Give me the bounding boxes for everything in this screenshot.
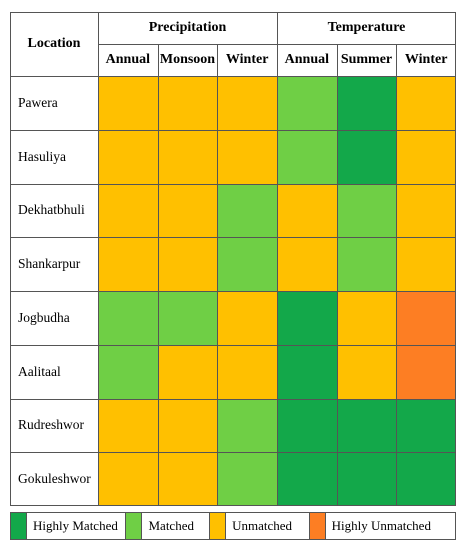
heatmap-cell xyxy=(336,344,397,399)
legend-swatch xyxy=(210,513,227,539)
header-bottom xyxy=(10,76,456,77)
heatmap-cell xyxy=(277,344,337,399)
row-label: Rudreshwor xyxy=(10,398,98,453)
heatmap-cell xyxy=(396,291,456,345)
heatmap-cell xyxy=(396,398,456,453)
heatmap-cell xyxy=(277,398,337,453)
heatmap-cell xyxy=(98,291,158,345)
heatmap-cell xyxy=(336,452,397,506)
heatmap-cell xyxy=(157,183,218,238)
border-left xyxy=(10,12,11,506)
column-divider xyxy=(277,12,278,506)
heatmap-cell xyxy=(217,237,277,291)
column-header: Annual xyxy=(277,44,337,76)
legend-swatch xyxy=(309,513,326,539)
border-bottom xyxy=(10,505,456,506)
heatmap-cell xyxy=(98,76,158,130)
row-label: Shankarpur xyxy=(10,237,98,291)
heatmap-cell xyxy=(98,452,158,506)
row-label: Aalitaal xyxy=(10,344,98,399)
legend-swatch xyxy=(126,513,143,539)
heatmap-cell xyxy=(336,129,397,184)
heatmap-cell xyxy=(277,452,337,506)
heatmap-cell xyxy=(336,76,397,130)
heatmap-cell xyxy=(157,452,218,506)
heatmap-cell xyxy=(336,183,397,238)
column-divider xyxy=(396,44,398,506)
row-label: Gokuleshwor xyxy=(10,452,98,506)
column-divider xyxy=(157,44,159,506)
row-divider xyxy=(10,398,456,400)
heatmap-cell xyxy=(277,237,337,291)
heatmap-cell xyxy=(336,237,397,291)
column-divider xyxy=(98,12,99,506)
heatmap-cell xyxy=(157,344,218,399)
group-header-temperature: Temperature xyxy=(277,12,456,44)
row-divider xyxy=(10,129,456,131)
heatmap-cell xyxy=(217,398,277,453)
legend: Highly Matched Matched Unmatched Highly Unm… xyxy=(10,512,456,540)
row-divider xyxy=(10,291,456,292)
heatmap-table: Location Precipitation Annual Monsoon Winter… xyxy=(10,12,456,506)
legend-swatch xyxy=(11,513,27,539)
heatmap-cell xyxy=(396,129,456,184)
heatmap-cell xyxy=(217,452,277,506)
location-header: Location xyxy=(10,12,98,76)
heatmap-cell xyxy=(217,183,277,238)
row-label: Pawera xyxy=(10,76,98,130)
heatmap-cell xyxy=(157,237,218,291)
legend-label: Matched xyxy=(148,518,194,533)
column-header: Winter xyxy=(396,44,456,76)
border-right xyxy=(455,12,456,506)
column-header: Annual xyxy=(98,44,158,76)
heatmap-cell xyxy=(98,129,158,184)
heatmap-cell xyxy=(396,183,456,238)
legend-item: Highly Unmatched xyxy=(309,513,455,539)
heatmap-cell xyxy=(277,183,337,238)
heatmap-cell xyxy=(277,291,337,345)
legend-item: Highly Matched xyxy=(11,513,127,539)
heatmap-cell xyxy=(157,129,218,184)
heatmap-cell xyxy=(396,344,456,399)
row-divider xyxy=(10,452,456,454)
heatmap-cell xyxy=(277,76,337,130)
legend-label: Highly Unmatched xyxy=(331,518,431,533)
heatmap-cell xyxy=(217,291,277,345)
legend-label: Highly Matched xyxy=(33,518,118,533)
legend-label: Unmatched xyxy=(232,518,293,533)
column-divider xyxy=(336,44,338,506)
heatmap-cell xyxy=(336,291,397,345)
row-divider xyxy=(10,237,456,239)
heatmap-cell xyxy=(157,76,218,130)
column-header: Winter xyxy=(217,44,277,76)
heatmap-cell xyxy=(336,398,397,453)
column-header: Summer xyxy=(336,44,397,76)
heatmap-cell xyxy=(217,76,277,130)
row-divider xyxy=(10,183,456,185)
heatmap-cell xyxy=(157,398,218,453)
heatmap-cell xyxy=(277,129,337,184)
heatmap-cell xyxy=(98,183,158,238)
border-top xyxy=(10,12,456,13)
heatmap-cell xyxy=(217,344,277,399)
heatmap-cell xyxy=(98,344,158,399)
group-header-precipitation: Precipitation xyxy=(98,12,277,44)
heatmap-cell xyxy=(98,237,158,291)
column-header: Monsoon xyxy=(157,44,218,76)
row-label: Dekhatbhuli xyxy=(10,183,98,238)
legend-item: Unmatched xyxy=(210,513,310,539)
row-divider xyxy=(10,344,456,346)
row-label: Jogbudha xyxy=(10,291,98,345)
legend-item: Matched xyxy=(126,513,211,539)
heatmap-cell xyxy=(98,398,158,453)
heatmap-cell xyxy=(217,129,277,184)
column-divider xyxy=(217,44,219,506)
heatmap-cell xyxy=(157,291,218,345)
heatmap-cell xyxy=(396,76,456,130)
heatmap-cell xyxy=(396,452,456,506)
heatmap-cell xyxy=(396,237,456,291)
row-label: Hasuliya xyxy=(10,129,98,184)
